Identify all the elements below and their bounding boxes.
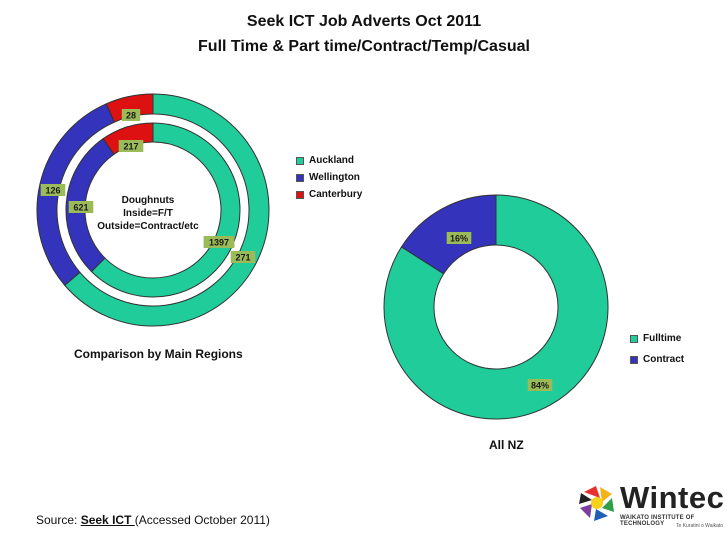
region-legend: Auckland Wellington Canterbury (296, 152, 362, 203)
wintec-logo-icon (577, 483, 617, 523)
legend-label-fulltime: Fulltime (643, 333, 682, 344)
logo-tagline: Te Kuratini o Waikato (676, 523, 724, 529)
source-prefix: Source: (36, 513, 81, 527)
outer-label-auckland-bg (230, 251, 256, 263)
chart-title-line2: Full Time & Part time/Contract/Temp/Casu… (198, 38, 530, 55)
inner-label-wellington-bg (68, 201, 94, 213)
logo-subtitle: WAIKATO INSTITUTE OF TECHNOLOGY (620, 515, 695, 527)
doughnut-center-note: Doughnuts Inside=F/T Outside=Contract/et… (92, 194, 204, 233)
legend-swatch-contract (630, 355, 638, 364)
inner-slice-auckland (90, 122, 241, 298)
inner-label-wellington: 621 (73, 203, 88, 213)
legend-swatch-fulltime (630, 334, 638, 343)
inner-label-canterbury: 217 (123, 142, 138, 152)
legend-item-auckland: Auckland (296, 152, 362, 169)
nz-label-fulltime: 84% (531, 381, 549, 391)
legend-label-auckland: Auckland (309, 155, 355, 166)
legend-label-wellington: Wellington (309, 172, 360, 183)
outer-label-wellington-bg (40, 184, 66, 196)
outer-slice-canterbury (105, 93, 154, 123)
legend-item-contract: Contract (630, 351, 684, 368)
legend-item-canterbury: Canterbury (296, 186, 362, 203)
source-suffix: (Accessed October 2011) (134, 513, 270, 527)
inner-label-canterbury-bg (118, 140, 144, 152)
outer-label-auckland: 271 (235, 253, 250, 263)
region-chart-caption: Comparison by Main Regions (74, 347, 243, 361)
nz-chart-caption: All NZ (489, 438, 524, 452)
outer-label-wellington: 126 (45, 186, 60, 196)
nz-legend: Fulltime Contract (630, 330, 684, 368)
legend-item-wellington: Wellington (296, 169, 362, 186)
center-note-line2: Inside=F/T (123, 208, 173, 219)
center-note-line3: Outside=Contract/etc (97, 221, 199, 232)
outer-label-canterbury: 28 (126, 111, 136, 121)
nz-label-fulltime-bg (527, 379, 553, 391)
chart-title-line1: Seek ICT Job Adverts Oct 2011 (246, 13, 482, 30)
legend-swatch-auckland (296, 156, 304, 165)
outer-label-canterbury-bg (121, 109, 141, 121)
legend-swatch-canterbury (296, 190, 304, 199)
legend-label-contract: Contract (643, 354, 685, 365)
nz-label-contract-bg (446, 232, 472, 244)
logo-wordmark: Wintec (620, 480, 725, 515)
inner-label-auckland: 1397 (209, 238, 229, 248)
source-note: Source: Seek ICT (Accessed October 2011) (36, 513, 270, 527)
source-link[interactable]: Seek ICT (80, 513, 135, 527)
legend-swatch-wellington (296, 173, 304, 182)
center-note-line1: Doughnuts (121, 195, 175, 206)
inner-label-auckland-bg (203, 236, 235, 248)
legend-item-fulltime: Fulltime (630, 330, 684, 347)
nz-slice-fulltime (383, 194, 609, 420)
legend-label-canterbury: Canterbury (309, 189, 363, 200)
nz-label-contract: 16% (450, 234, 468, 244)
